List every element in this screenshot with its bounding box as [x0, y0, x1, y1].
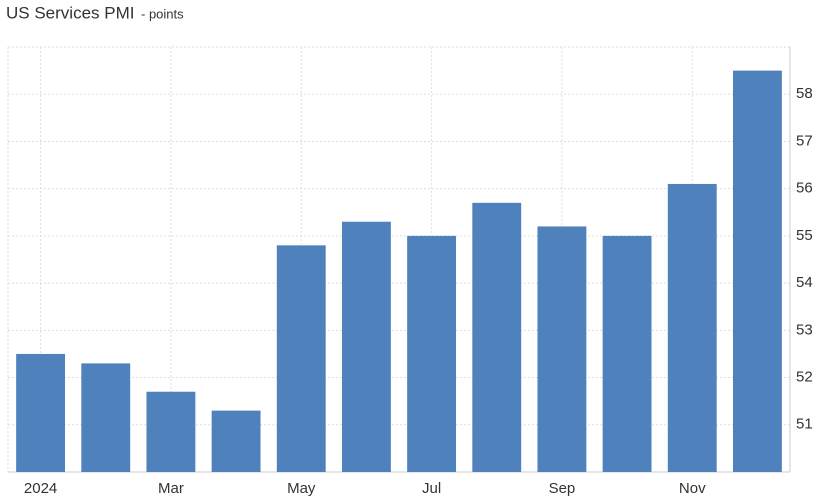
bar — [341, 221, 391, 472]
y-tick-label: 57 — [796, 132, 813, 149]
bar — [276, 245, 326, 472]
bar — [667, 183, 717, 472]
x-tick-label: Mar — [158, 480, 184, 497]
bar — [732, 70, 782, 472]
x-tick-label: Sep — [549, 480, 576, 497]
y-tick-label: 58 — [796, 85, 813, 102]
bar — [407, 235, 457, 472]
x-tick-label: Nov — [679, 480, 706, 497]
x-tick-label: Jul — [422, 480, 441, 497]
x-tick-label: 2024 — [24, 480, 57, 497]
chart-subtitle: - points — [141, 6, 184, 21]
y-tick-label: 54 — [796, 274, 813, 291]
y-tick-label: 56 — [796, 180, 813, 197]
bar — [602, 235, 652, 472]
chart-title: US Services PMI — [6, 3, 134, 22]
y-tick-label: 52 — [796, 369, 813, 386]
y-tick-label: 55 — [796, 227, 813, 244]
y-tick-label: 53 — [796, 321, 813, 338]
x-tick-label: May — [287, 480, 316, 497]
bar — [16, 353, 66, 472]
bar — [81, 363, 131, 472]
y-tick-label: 51 — [796, 416, 813, 433]
bar — [472, 202, 522, 473]
bar — [146, 391, 196, 472]
bar — [211, 410, 261, 472]
bar — [537, 226, 587, 472]
